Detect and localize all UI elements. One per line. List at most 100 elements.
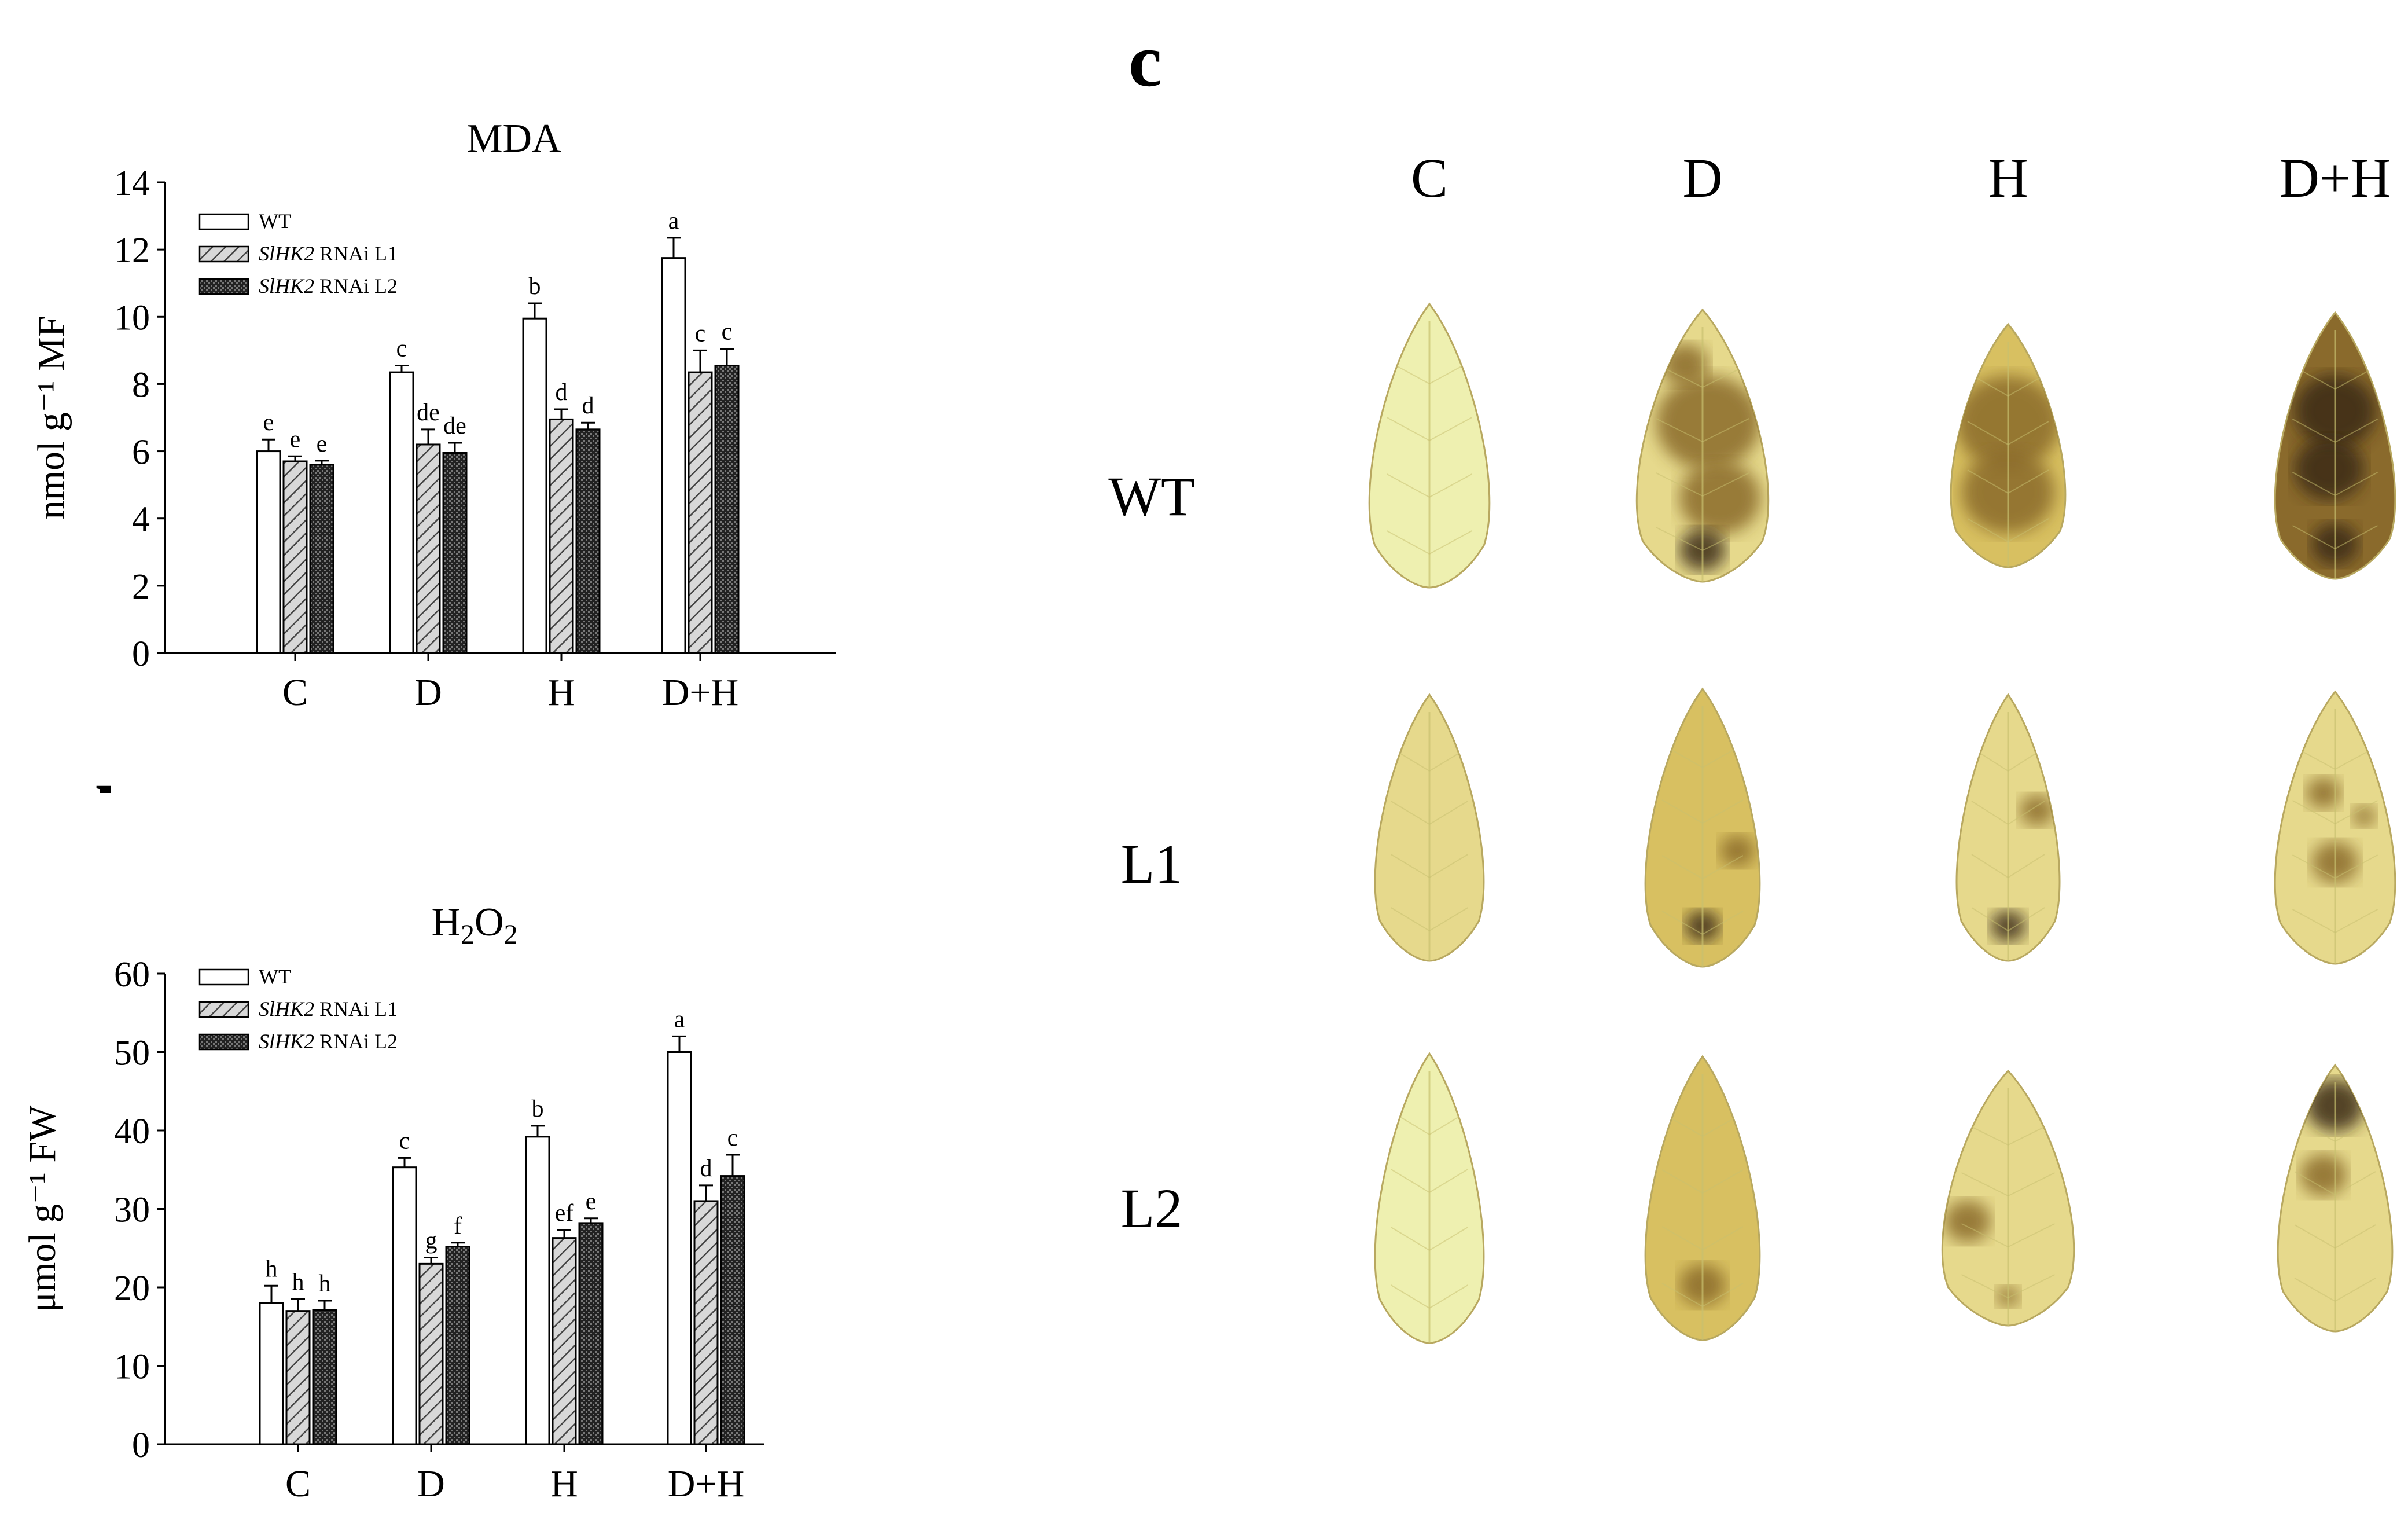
leaf-vein [1429,530,1472,555]
leaf-vein [1967,421,2009,445]
bar [442,452,468,654]
bar [445,1246,470,1445]
leaf-vein [1961,1172,2009,1196]
leaf-vein [2008,421,2049,445]
leaf-r0-c3 [2274,311,2396,580]
bar [256,450,281,654]
leaf-r1-c3 [2274,690,2396,965]
bar [667,1051,692,1445]
leaf-r1-c1 [1644,687,1761,968]
y-axis-label: nmol g⁻¹ MF [30,316,72,520]
significance-label: b [532,1096,544,1122]
y-tick-label: 30 [114,1191,150,1230]
leaf-lesion [1720,835,1755,867]
significance-label: de [417,399,440,426]
legend-label: SlHK2 RNAi L2 [259,1030,398,1053]
leaf-vein [1702,1226,1744,1250]
leaf-vein [1702,1283,1744,1307]
leaf-vein [2335,1224,2376,1249]
leaf-r2-c1 [1644,1055,1761,1341]
leaf-vein [2008,1274,2055,1298]
leaf-vein [1967,518,2009,542]
y-tick-label: 0 [132,1426,150,1465]
leaf-vein [1429,1169,1469,1193]
legend-swatch [198,245,249,263]
leaf-vein [1390,854,1430,878]
significance-label: e [263,409,274,436]
y-tick-label: 4 [132,500,150,539]
significance-label: c [396,335,407,362]
bar [714,364,740,654]
leaf-r1-c2 [1955,693,2061,962]
leaf-vein [2008,801,2045,825]
leaf-vein [2008,518,2049,542]
leaf-vein [1661,1169,1703,1194]
leaf-vein [2008,1172,2055,1196]
legend-label: WT [259,210,291,233]
significance-label: h [266,1256,278,1282]
bar [309,464,334,654]
significance-label: ef [555,1200,574,1227]
leaf-vein [2292,909,2336,933]
leaf-vein [1656,527,1703,551]
row-header-l2: L2 [1120,1177,1183,1239]
leaf-vein [2294,1278,2336,1302]
leaf-vein [1429,1284,1469,1309]
bar [259,1302,284,1445]
leaf-vein [2294,1171,2336,1195]
y-tick-label: 10 [114,298,150,337]
chart-title: MDA [466,116,561,161]
significance-label: d [700,1155,712,1182]
leaf-lesion [2020,795,2054,826]
bar [661,257,686,654]
bar [392,1166,417,1445]
leaf-vein [1961,1223,2009,1247]
leaf-vein [1661,855,1703,879]
leaf-r0-c2 [1950,322,2067,568]
bar [688,371,713,654]
bar [549,418,574,654]
bar [285,1310,311,1445]
leaf-vein [2292,419,2336,443]
y-tick-label: 40 [114,1112,150,1151]
panel-label-c: c [1128,19,1162,102]
significance-label: d [582,392,594,419]
leaf-vein [1429,801,1469,825]
x-tick-label: C [285,1463,311,1505]
leaf-vein [1702,1169,1744,1194]
significance-label: h [319,1271,331,1297]
column-header-c: C [1410,147,1449,209]
significance-label: c [399,1128,410,1154]
significance-label: e [290,426,301,453]
x-tick-label: H [550,1463,578,1505]
significance-label: c [722,318,733,345]
leaf-vein [2335,909,2378,933]
leaf-vein [1961,1274,2009,1298]
bar [552,1237,577,1445]
x-tick-label: D [414,671,442,714]
leaf-vein [1390,1169,1430,1193]
leaf-r2-c0 [1374,1052,1485,1344]
leaf-vein [1390,801,1430,825]
bar [693,1200,719,1445]
significance-label: g [425,1228,438,1254]
bar [578,1222,604,1445]
y-tick-label: 20 [114,1269,150,1308]
leaf-vein [1702,855,1744,879]
y-tick-label: 12 [114,231,150,270]
legend-swatch [198,968,249,986]
leaf-vein [1390,1284,1430,1309]
legend-swatch [198,213,249,230]
leaf-vein [1387,473,1430,498]
significance-label: c [727,1125,738,1151]
leaf-lesion [1656,376,1760,469]
leaf-vein [1661,799,1703,824]
leaf-r1-c0 [1374,693,1485,962]
significance-label: a [674,1006,685,1033]
leaf-lesion [2306,777,2341,809]
leaf-vein [2008,907,2045,931]
leaf-vein [1702,911,1744,935]
leaf-lesion [2295,438,2364,500]
